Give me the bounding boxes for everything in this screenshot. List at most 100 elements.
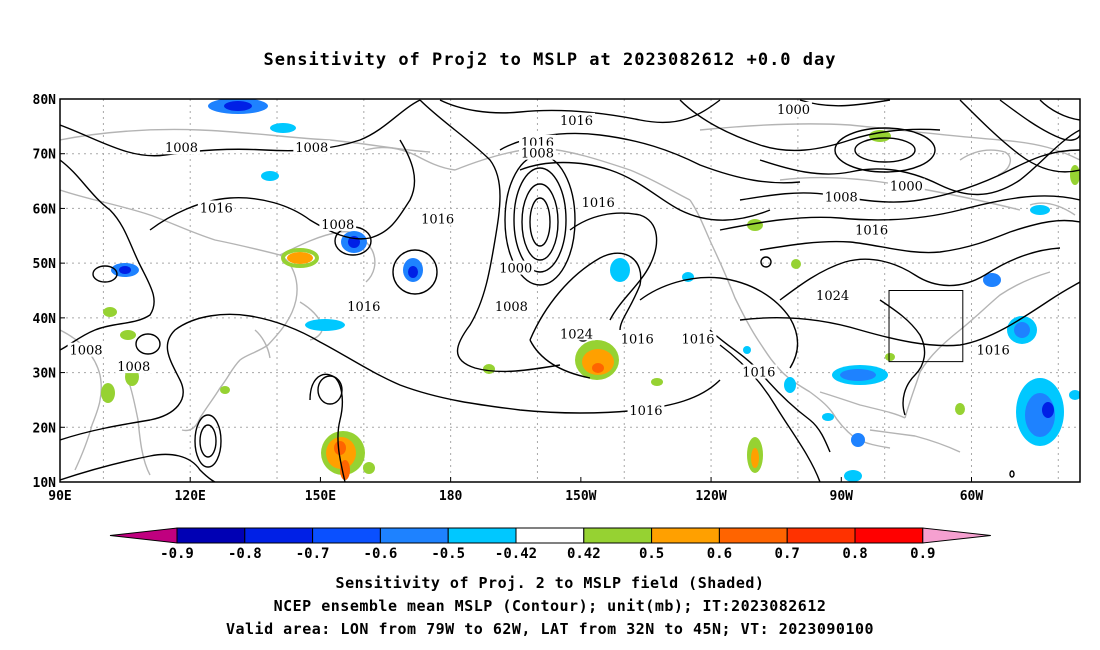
shade-positive xyxy=(287,252,313,264)
footer-line-3: Valid area: LON from 79W to 62W, LAT fro… xyxy=(225,620,875,638)
lon-tick-label: 90W xyxy=(830,489,854,504)
colorbar-label: -0.6 xyxy=(364,546,398,562)
lon-tick-label: 150E xyxy=(305,489,336,504)
shade-positive xyxy=(120,330,136,340)
contour-label: 1016 xyxy=(560,114,593,129)
sensitivity-shading xyxy=(101,99,1080,482)
shade-negative xyxy=(851,433,865,447)
shade-negative xyxy=(1069,390,1080,400)
lon-tick-label: 90E xyxy=(48,489,71,504)
colorbar-label: 0.5 xyxy=(639,546,664,562)
colorbar-segment xyxy=(786,527,856,544)
lon-tick-label: 60W xyxy=(960,489,984,504)
contour-label-bg xyxy=(345,298,383,313)
contour-label-bg xyxy=(493,298,530,313)
shade-positive xyxy=(483,364,495,374)
contour-label-bg xyxy=(740,364,778,379)
lat-tick-label: 50N xyxy=(33,257,57,272)
contour-labels: 1016 1000 1008 1008 1016 1008 1016 1008 1016 1016… xyxy=(67,101,1012,419)
contour-label-bg xyxy=(558,112,595,127)
contour-label: 1016 xyxy=(621,333,654,348)
colorbar-label: 0.6 xyxy=(707,546,732,562)
contour-label-bg xyxy=(519,134,556,149)
shade-negative xyxy=(408,266,418,278)
colorbar-label: -0.8 xyxy=(228,546,262,562)
map-title: Sensitivity of Proj2 to MSLP at 20230826… xyxy=(263,50,837,70)
colorbar-segment xyxy=(176,527,246,544)
colorbar-segment xyxy=(312,527,381,544)
shade-negative xyxy=(1030,205,1050,215)
lat-tick-label: 70N xyxy=(33,148,57,163)
contour-label: 1016 xyxy=(629,404,662,419)
contour-label: 1016 xyxy=(421,212,454,227)
contour-label-bg xyxy=(419,211,457,226)
contour-label-bg xyxy=(679,331,717,346)
valid-area-box xyxy=(888,290,964,363)
contour-label-bg xyxy=(163,140,200,155)
shade-positive xyxy=(363,462,375,474)
shade-positive xyxy=(747,219,763,231)
contour-label: 1008 xyxy=(521,147,554,162)
contour-label: 1016 xyxy=(855,223,888,238)
mslp-contours xyxy=(60,99,1080,482)
colorbar-label: -0.9 xyxy=(160,546,194,562)
colorbar-label: 0.7 xyxy=(775,546,800,562)
shade-positive xyxy=(582,349,614,375)
shade-positive xyxy=(955,403,965,415)
shade-negative xyxy=(983,273,1001,287)
lon-tick-label: 150W xyxy=(565,489,596,504)
contour-label-bg xyxy=(627,402,665,417)
contour-label-bg xyxy=(822,189,860,204)
colorbar-segment xyxy=(379,527,449,544)
shade-negative xyxy=(224,101,252,111)
lat-tick-label: 40N xyxy=(33,312,57,327)
contour-label-bg xyxy=(775,101,812,116)
lat-tick-label: 20N xyxy=(33,421,57,436)
shade-positive xyxy=(592,363,604,373)
lat-tick-label: 80N xyxy=(33,93,57,108)
lon-tick-label: 180 xyxy=(439,489,463,504)
shade-positive xyxy=(281,248,319,268)
contour-label-bg xyxy=(558,326,595,341)
footer-line-2: NCEP ensemble mean MSLP (Contour); unit(… xyxy=(273,597,827,615)
shade-negative xyxy=(261,171,279,181)
colorbar-segment xyxy=(244,527,314,544)
shade-negative xyxy=(1014,322,1030,338)
contour-label: 1008 xyxy=(825,190,858,205)
shade-positive xyxy=(651,378,663,386)
shade-positive xyxy=(101,383,115,403)
contour-label: 1016 xyxy=(977,344,1010,359)
contour-label: 1016 xyxy=(200,201,233,216)
shade-negative xyxy=(270,123,296,133)
shade-positive xyxy=(340,460,350,480)
colorbar-label: -0.42 xyxy=(495,546,537,562)
shade-negative xyxy=(305,319,345,331)
contour-label-bg xyxy=(197,200,235,215)
shade-negative xyxy=(844,470,862,482)
contour-label: 1016 xyxy=(347,300,380,315)
lat-tick-label: 60N xyxy=(33,202,57,217)
colorbar-label: -0.5 xyxy=(431,546,465,562)
colorbar-label: 0.42 xyxy=(567,546,601,562)
shade-positive xyxy=(1070,165,1080,185)
colorbar-segment xyxy=(447,527,517,544)
contour-label: 1024 xyxy=(816,289,849,304)
contour-label-bg xyxy=(618,331,656,346)
colorbar-segment xyxy=(718,527,788,544)
contour-label-bg xyxy=(814,287,851,302)
colorbar-left-arrow xyxy=(109,527,178,544)
shade-positive xyxy=(791,259,801,269)
contour-label: 1008 xyxy=(165,141,198,156)
contour-label: 1016 xyxy=(742,366,775,381)
shade-positive xyxy=(103,307,117,317)
contour-label-bg xyxy=(319,216,357,231)
contour-label-bg xyxy=(853,222,891,237)
contour-label-bg xyxy=(67,342,105,357)
contour-label: 1008 xyxy=(495,300,528,315)
contour-label-bg xyxy=(519,145,556,160)
lat-tick-label: 30N xyxy=(33,367,57,382)
map-frame xyxy=(59,98,1081,483)
contour-label-bg xyxy=(497,260,535,275)
shade-positive xyxy=(885,353,895,361)
